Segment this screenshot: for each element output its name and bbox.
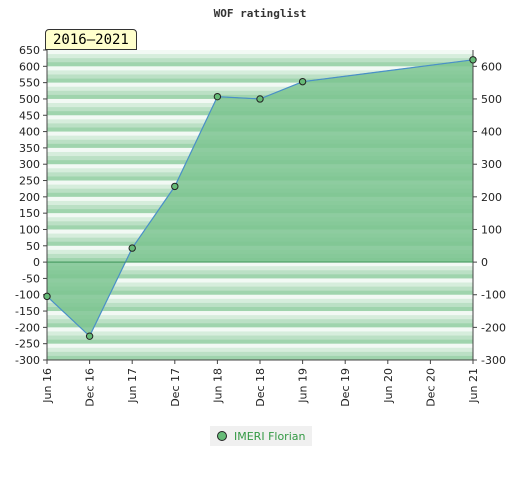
background-band [47, 290, 473, 296]
y2-tick-label: 300 [481, 158, 502, 171]
x-tick-label: Dec 18 [254, 368, 267, 407]
background-band [47, 278, 473, 283]
x-tick-label: Dec 17 [169, 368, 182, 407]
y2-tick-label: 0 [481, 256, 488, 269]
y-tick-label: -150 [15, 305, 40, 318]
x-tick-label: Jun 17 [126, 368, 139, 404]
background-band [47, 74, 473, 79]
background-band [47, 86, 473, 92]
chart-title: WOF ratinglist [214, 7, 307, 20]
y2-tick-label: -200 [481, 321, 506, 334]
background-band [47, 294, 473, 300]
background-band [47, 282, 473, 287]
x-tick-label: Dec 16 [84, 368, 97, 407]
background-band [47, 298, 473, 304]
x-tick-label: Dec 19 [339, 368, 352, 407]
y2-tick-label: 100 [481, 223, 502, 236]
x-tick-label: Jun 16 [41, 368, 54, 404]
y-tick-label: 300 [19, 158, 40, 171]
background-band [47, 343, 473, 349]
y-tick-label: -250 [15, 338, 40, 351]
legend[interactable]: IMERI Florian [210, 426, 313, 446]
series-points [43, 56, 477, 340]
legend-marker [217, 431, 227, 441]
y2-tick-label: 500 [481, 93, 502, 106]
x-tick-label: Jun 20 [382, 368, 395, 404]
background-band [47, 62, 473, 67]
background-band [47, 319, 473, 324]
background-band [47, 315, 473, 320]
y-tick-label: 350 [19, 142, 40, 155]
data-point [43, 292, 51, 301]
y2-tick-label: 200 [481, 191, 502, 204]
background-band [47, 306, 473, 312]
axes: -300 -250 -200 -150 -100 -50 0 50 100 150 200 250 30… [15, 44, 506, 407]
data-point [298, 77, 307, 86]
y-tick-label: -50 [22, 272, 40, 285]
period-badge: 2016–2021 [45, 29, 137, 50]
y-tick-label: -100 [15, 289, 40, 302]
y-tick-label: 450 [19, 109, 40, 122]
x-tick-label: Jun 18 [211, 368, 224, 404]
x-tick-label: Jun 19 [297, 368, 310, 404]
background-band [47, 331, 473, 336]
data-point [256, 95, 264, 103]
background-band [47, 286, 473, 291]
y-tick-label: 500 [19, 93, 40, 106]
background-band [47, 262, 473, 267]
background-band [47, 302, 473, 308]
y-tick-label: 550 [19, 77, 40, 90]
data-point [469, 56, 477, 64]
y-tick-label: 600 [19, 60, 40, 73]
background-band [47, 90, 473, 96]
background-band [47, 339, 473, 344]
y-tick-label: 50 [26, 240, 40, 253]
background-band [47, 311, 473, 316]
y-tick-label: 100 [19, 223, 40, 236]
y-tick-label: -300 [15, 354, 40, 367]
data-point [213, 92, 222, 101]
y-tick-label: 250 [19, 175, 40, 188]
data-point [171, 182, 179, 191]
background-band [47, 335, 473, 340]
background-band [47, 323, 473, 328]
background-band [47, 82, 473, 88]
y-tick-label: 150 [19, 207, 40, 220]
x-tick-label: Dec 20 [424, 368, 437, 407]
background-band [47, 327, 473, 332]
background-band [47, 66, 473, 71]
data-point [128, 244, 136, 252]
data-point [85, 332, 94, 340]
background-band [47, 355, 473, 361]
y-tick-label: 400 [19, 126, 40, 139]
background-band [47, 50, 473, 55]
background-band [47, 54, 473, 59]
background-band [47, 347, 473, 353]
background-band [47, 58, 473, 63]
x-tick-label: Jun 21 [467, 368, 480, 404]
y-tick-label: 200 [19, 191, 40, 204]
y2-tick-label: -300 [481, 354, 506, 367]
background-band [47, 270, 473, 275]
background-band [47, 351, 473, 357]
y-tick-label: 650 [19, 44, 40, 57]
y2-tick-label: -100 [481, 289, 506, 302]
y-tick-label: 0 [33, 256, 40, 269]
background-band [47, 266, 473, 271]
y2-tick-label: 600 [481, 60, 502, 73]
background-band [47, 78, 473, 83]
background-band [47, 70, 473, 75]
y2-tick-label: 400 [481, 126, 502, 139]
legend-label: IMERI Florian [234, 429, 306, 443]
background-band [47, 274, 473, 279]
series-line [46, 59, 474, 338]
y-tick-label: -200 [15, 321, 40, 334]
